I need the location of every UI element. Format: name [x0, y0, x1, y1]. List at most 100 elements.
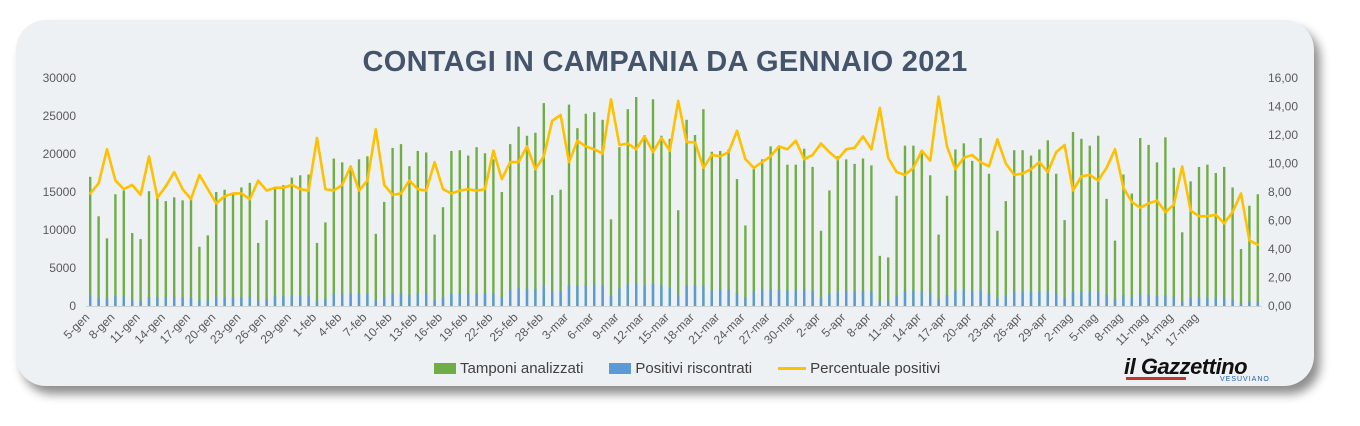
- bar-positivi: [1214, 298, 1217, 306]
- y2-tick-label: 0,00: [1268, 299, 1292, 313]
- x-tick-label: 2-apr: [793, 310, 823, 340]
- bar-tamponi: [1122, 174, 1125, 306]
- bar-positivi: [1063, 297, 1066, 306]
- bar-tamponi: [929, 175, 932, 306]
- bar-positivi: [1139, 294, 1142, 306]
- bar-positivi: [408, 294, 411, 306]
- bar-tamponi: [198, 246, 201, 306]
- bar-tamponi: [576, 128, 579, 306]
- y2-tick-label: 4,00: [1268, 242, 1292, 256]
- bar-positivi: [1071, 291, 1075, 306]
- bar-positivi: [651, 283, 655, 306]
- bar-positivi: [1105, 294, 1108, 306]
- bar-tamponi: [1164, 137, 1167, 306]
- bar-tamponi: [861, 158, 865, 306]
- bar-tamponi: [1214, 173, 1217, 306]
- bar-positivi: [147, 297, 151, 306]
- bar-tamponi: [383, 201, 386, 306]
- bar-tamponi: [702, 109, 705, 306]
- bar-positivi: [374, 299, 377, 306]
- bar-positivi: [1088, 291, 1091, 306]
- bar-positivi: [912, 290, 915, 306]
- bar-positivi: [962, 289, 965, 306]
- bar-positivi: [282, 296, 285, 306]
- bar-positivi: [265, 299, 268, 306]
- bar-tamponi: [357, 159, 361, 306]
- bar-positivi: [500, 296, 503, 306]
- bar-tamponi: [324, 222, 327, 306]
- legend-label-positivi: Positivi riscontrati: [635, 360, 753, 377]
- bar-positivi: [1164, 295, 1167, 306]
- bar-tamponi: [341, 162, 344, 306]
- bar-tamponi: [223, 189, 226, 306]
- bar-tamponi: [1139, 138, 1142, 306]
- bar-tamponi: [105, 238, 109, 306]
- bar-tamponi: [156, 197, 159, 306]
- bar-tamponi: [853, 163, 856, 306]
- bar-positivi: [164, 297, 167, 306]
- bar-positivi: [987, 292, 991, 306]
- bar-tamponi: [803, 148, 806, 306]
- bar-tamponi: [307, 174, 310, 306]
- logo-main-text: il Gazzettino: [1124, 354, 1248, 379]
- bar-positivi: [660, 286, 663, 306]
- bar-tamponi: [492, 159, 495, 306]
- bar-positivi: [945, 294, 949, 306]
- bar-tamponi: [1088, 145, 1091, 306]
- y2-tick-label: 2,00: [1268, 271, 1292, 285]
- bar-positivi: [475, 293, 478, 306]
- bar-positivi: [273, 296, 277, 306]
- bar-tamponi: [836, 156, 839, 306]
- bar-tamponi: [668, 138, 671, 306]
- y2-tick-label: 14,00: [1268, 100, 1298, 114]
- bar-positivi: [979, 290, 982, 306]
- bar-positivi: [1155, 295, 1159, 306]
- bar-positivi: [290, 295, 293, 306]
- bar-tamponi: [811, 166, 814, 306]
- bar-tamponi: [1105, 198, 1108, 306]
- bar-positivi: [1197, 297, 1201, 306]
- bar-positivi: [1172, 296, 1175, 306]
- bar-positivi: [433, 300, 436, 306]
- bar-tamponi: [769, 146, 772, 306]
- bar-tamponi: [1080, 138, 1083, 306]
- bar-positivi: [324, 299, 327, 306]
- bar-positivi: [618, 288, 621, 306]
- bar-positivi: [97, 298, 100, 306]
- bar-positivi: [567, 285, 571, 306]
- bar-tamponi: [189, 198, 193, 306]
- bar-positivi: [1130, 297, 1133, 306]
- bar-tamponi: [1206, 164, 1209, 306]
- bar-positivi: [643, 285, 646, 306]
- bar-positivi: [744, 297, 747, 306]
- bar-tamponi: [752, 169, 755, 306]
- bar-positivi: [357, 293, 361, 306]
- legend-label-percentuale: Percentuale positivi: [810, 360, 941, 377]
- bar-positivi: [391, 293, 394, 306]
- bar-positivi: [878, 300, 881, 306]
- x-tick-label: 5-gen: [61, 310, 93, 342]
- bar-tamponi: [719, 150, 722, 306]
- bar-positivi: [509, 290, 512, 306]
- bar-positivi: [248, 296, 251, 306]
- bar-positivi: [307, 295, 310, 306]
- bar-tamponi: [727, 149, 730, 306]
- bar-positivi: [441, 297, 445, 306]
- x-tick-label: 5-apr: [819, 310, 849, 340]
- y-tick-label: 5000: [49, 261, 76, 275]
- y-tick-label: 0: [69, 299, 76, 313]
- bar-positivi: [811, 291, 814, 306]
- bar-positivi: [559, 290, 562, 306]
- bar-positivi: [1256, 301, 1259, 306]
- bar-tamponi: [173, 197, 176, 306]
- bar-positivi: [425, 293, 428, 306]
- bar-tamponi: [240, 187, 243, 306]
- bar-positivi: [803, 289, 806, 306]
- bar-tamponi: [399, 144, 403, 306]
- bar-positivi: [1206, 297, 1209, 306]
- x-tick-label: 4-feb: [315, 310, 344, 339]
- bar-tamponi: [828, 190, 831, 306]
- bar-tamponi: [1038, 149, 1041, 306]
- y-tick-label: 10000: [43, 223, 77, 237]
